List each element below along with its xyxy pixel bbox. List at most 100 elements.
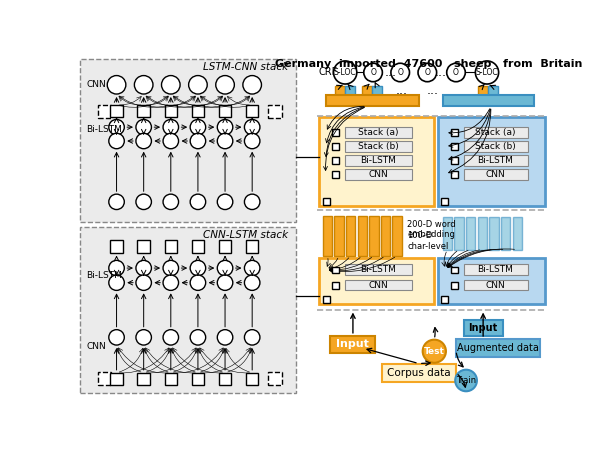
- Circle shape: [109, 133, 124, 148]
- Bar: [268, 372, 282, 385]
- Bar: [323, 198, 329, 205]
- Bar: [332, 171, 339, 178]
- Circle shape: [245, 261, 260, 276]
- Bar: [362, 86, 372, 96]
- Circle shape: [190, 194, 206, 210]
- Bar: [489, 217, 498, 250]
- Bar: [346, 216, 355, 256]
- Bar: [219, 240, 231, 252]
- Circle shape: [136, 194, 151, 210]
- Bar: [466, 217, 475, 250]
- Bar: [110, 240, 123, 252]
- Circle shape: [162, 76, 180, 94]
- Bar: [110, 105, 123, 117]
- Text: CNN: CNN: [87, 80, 106, 89]
- Text: Augmented data: Augmented data: [457, 343, 539, 353]
- Bar: [369, 216, 378, 256]
- Bar: [464, 155, 528, 166]
- Text: Bi-LSTM: Bi-LSTM: [361, 156, 396, 165]
- Bar: [98, 105, 111, 118]
- Text: ...: ...: [384, 66, 396, 79]
- Circle shape: [245, 275, 260, 290]
- Circle shape: [475, 61, 498, 84]
- Bar: [345, 264, 412, 275]
- Bar: [110, 373, 123, 385]
- Circle shape: [109, 330, 124, 345]
- Text: Corpus data: Corpus data: [387, 368, 451, 378]
- Text: Germany  imported  47600   sheep   from  Britain: Germany imported 47600 sheep from Britai…: [275, 59, 583, 69]
- Circle shape: [136, 275, 151, 290]
- Bar: [137, 105, 150, 117]
- Circle shape: [334, 61, 357, 84]
- Text: O: O: [425, 68, 430, 77]
- Circle shape: [136, 119, 151, 135]
- Bar: [246, 105, 259, 117]
- Bar: [219, 105, 231, 117]
- Circle shape: [109, 194, 124, 210]
- Bar: [381, 216, 390, 256]
- Bar: [331, 336, 375, 353]
- Bar: [165, 373, 177, 385]
- Bar: [332, 143, 339, 150]
- Circle shape: [216, 76, 234, 94]
- Bar: [326, 95, 419, 106]
- Circle shape: [243, 76, 262, 94]
- Text: CNN: CNN: [486, 170, 506, 179]
- Circle shape: [163, 133, 179, 148]
- Bar: [335, 86, 345, 96]
- Bar: [464, 264, 528, 275]
- Text: Bi-LSTM: Bi-LSTM: [87, 125, 122, 134]
- Bar: [345, 141, 412, 152]
- Text: 200-D word
embedding: 200-D word embedding: [407, 220, 456, 239]
- Bar: [137, 240, 150, 252]
- Circle shape: [163, 275, 179, 290]
- Bar: [464, 127, 528, 138]
- Bar: [451, 266, 458, 274]
- Circle shape: [190, 119, 206, 135]
- Text: CNN: CNN: [87, 342, 106, 351]
- Text: Bi-LSTM: Bi-LSTM: [478, 156, 514, 165]
- Bar: [454, 217, 464, 250]
- Text: CNN-LSTM stack: CNN-LSTM stack: [204, 230, 289, 240]
- Bar: [382, 364, 456, 382]
- Circle shape: [418, 63, 437, 82]
- Text: 100-D
char-level: 100-D char-level: [407, 231, 448, 251]
- Text: ...: ...: [396, 85, 407, 98]
- Bar: [478, 86, 488, 96]
- Circle shape: [245, 119, 260, 135]
- Circle shape: [245, 194, 260, 210]
- Bar: [438, 258, 545, 304]
- Circle shape: [245, 133, 260, 148]
- Circle shape: [190, 133, 206, 148]
- Bar: [512, 217, 522, 250]
- Bar: [137, 373, 150, 385]
- Circle shape: [455, 370, 477, 391]
- Text: Input: Input: [337, 339, 370, 349]
- Text: Stack (b): Stack (b): [358, 142, 399, 151]
- Circle shape: [217, 261, 233, 276]
- Circle shape: [163, 261, 179, 276]
- Circle shape: [109, 261, 124, 276]
- Bar: [451, 143, 458, 150]
- Bar: [192, 105, 204, 117]
- Bar: [332, 282, 339, 289]
- Bar: [345, 155, 412, 166]
- Bar: [451, 171, 458, 178]
- Bar: [332, 157, 339, 164]
- Circle shape: [107, 76, 126, 94]
- Bar: [98, 372, 111, 385]
- Text: CNN: CNN: [368, 170, 389, 179]
- Text: Stack (a): Stack (a): [475, 128, 516, 137]
- Circle shape: [190, 330, 206, 345]
- Text: CNN: CNN: [368, 280, 389, 289]
- Text: Bi-LSTM: Bi-LSTM: [478, 265, 514, 274]
- Circle shape: [217, 133, 233, 148]
- Bar: [192, 373, 204, 385]
- Text: O: O: [397, 68, 403, 77]
- Bar: [334, 216, 343, 256]
- Bar: [165, 240, 177, 252]
- Text: O: O: [453, 68, 459, 77]
- Circle shape: [391, 63, 409, 82]
- Text: O: O: [370, 68, 376, 77]
- Bar: [192, 240, 204, 252]
